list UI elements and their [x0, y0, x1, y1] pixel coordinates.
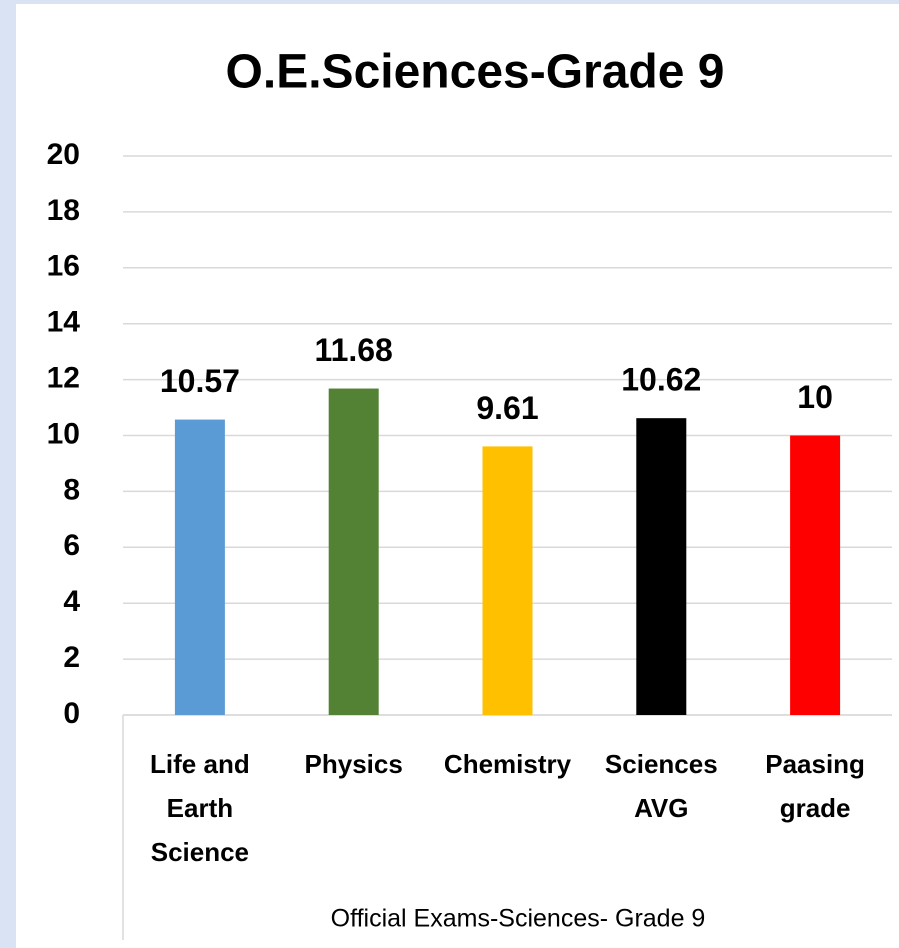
- x-tick-label: Sciences AVG: [604, 749, 718, 823]
- top-border: [0, 0, 899, 4]
- y-tick-label: 20: [47, 138, 80, 171]
- data-label: 10.57: [160, 363, 240, 399]
- x-tick-label: Paasing grade: [765, 749, 865, 823]
- data-label: 11.68: [315, 332, 393, 368]
- chart-title: O.E.Sciences-Grade 9: [226, 46, 725, 99]
- bar: [790, 435, 841, 715]
- bar: [636, 418, 687, 715]
- y-tick-label: 2: [63, 641, 80, 674]
- x-tick-label: Chemistry: [443, 749, 572, 779]
- y-tick-label: 8: [63, 473, 80, 506]
- y-tick-label: 18: [47, 194, 80, 227]
- x-axis-title: Official Exams-Sciences- Grade 9: [331, 905, 706, 933]
- bar: [174, 419, 225, 715]
- y-tick-label: 0: [63, 697, 80, 730]
- y-tick-label: 10: [47, 417, 80, 450]
- bar: [482, 446, 533, 715]
- data-label: 9.61: [476, 390, 538, 426]
- x-tick-label: Physics: [304, 749, 403, 779]
- y-tick-label: 16: [47, 250, 80, 283]
- y-tick-label: 6: [63, 529, 80, 562]
- data-label: 10.62: [621, 362, 701, 398]
- y-tick-label: 4: [63, 585, 80, 618]
- left-border: [0, 0, 16, 948]
- y-tick-label: 12: [47, 362, 80, 395]
- data-label: 10: [797, 379, 833, 415]
- y-tick-label: 14: [47, 306, 81, 339]
- bar: [328, 388, 379, 715]
- x-tick-label: Life and Earth Science: [150, 749, 250, 867]
